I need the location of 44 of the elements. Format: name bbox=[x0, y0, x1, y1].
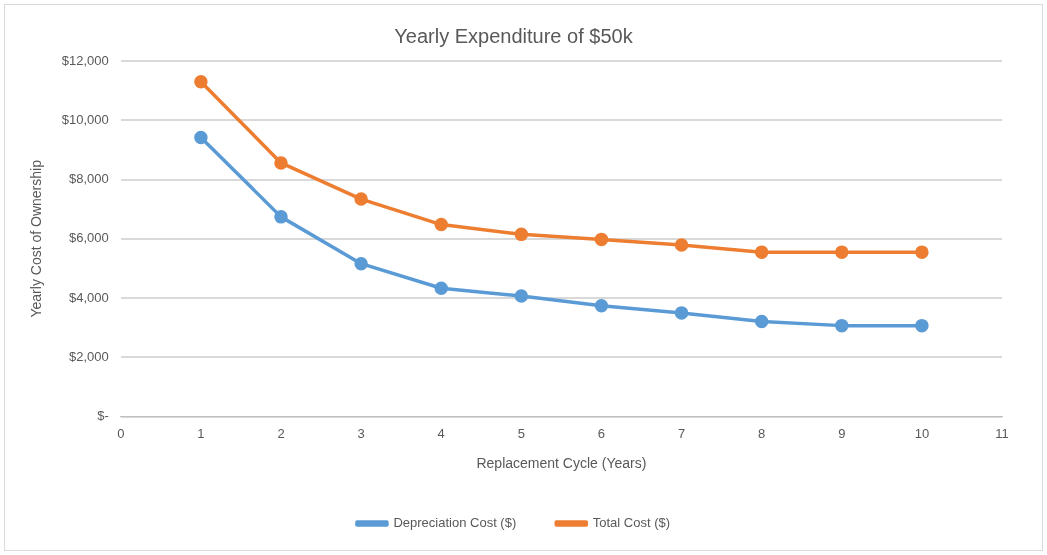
y-tick-label: $4,000 bbox=[69, 289, 109, 305]
point bbox=[514, 227, 529, 242]
x-axis-title: Replacement Cycle (Years) bbox=[476, 455, 647, 472]
point bbox=[434, 281, 448, 296]
x-tick-label: 8 bbox=[758, 425, 766, 441]
point bbox=[514, 289, 529, 303]
point bbox=[915, 318, 929, 333]
point bbox=[835, 245, 849, 259]
legend-label: Total Cost ($) bbox=[592, 515, 671, 531]
y-tick-label: $- bbox=[97, 408, 109, 424]
point bbox=[674, 238, 689, 252]
x-tick-label: 0 bbox=[117, 425, 125, 441]
point bbox=[194, 74, 208, 89]
y-tick-label: $12,000 bbox=[61, 52, 109, 68]
point bbox=[434, 217, 448, 232]
y-tick-label: $6,000 bbox=[69, 230, 109, 246]
point bbox=[274, 210, 288, 224]
chart-title: Yearly Expenditure of $50k bbox=[394, 24, 634, 47]
x-tick-label: 5 bbox=[517, 425, 525, 441]
x-tick-label: 10 bbox=[914, 425, 930, 441]
point bbox=[194, 130, 208, 145]
point bbox=[274, 156, 288, 170]
point bbox=[594, 232, 609, 247]
x-tick-label: 3 bbox=[357, 425, 365, 441]
y-tick-label: $2,000 bbox=[69, 348, 109, 364]
point bbox=[354, 192, 368, 206]
x-tick-label: 6 bbox=[597, 425, 606, 441]
point bbox=[354, 256, 368, 271]
x-tick-label: 2 bbox=[277, 425, 285, 441]
point bbox=[835, 318, 849, 333]
point bbox=[594, 299, 609, 313]
x-tick-label: 9 bbox=[838, 425, 846, 441]
x-tick-label: 7 bbox=[677, 425, 686, 441]
y-tick-label: $10,000 bbox=[61, 111, 109, 127]
x-tick-label: 11 bbox=[995, 425, 1009, 441]
point bbox=[754, 314, 769, 329]
y-axis-title: Yearly Cost of Ownership bbox=[28, 159, 45, 318]
x-tick-label: 4 bbox=[437, 425, 445, 441]
y-tick-label: $8,000 bbox=[69, 171, 109, 187]
point bbox=[754, 245, 769, 259]
point bbox=[915, 245, 929, 259]
legend-label: Depreciation Cost ($) bbox=[393, 515, 517, 531]
point bbox=[674, 306, 689, 320]
x-tick-label: 1 bbox=[197, 425, 205, 441]
